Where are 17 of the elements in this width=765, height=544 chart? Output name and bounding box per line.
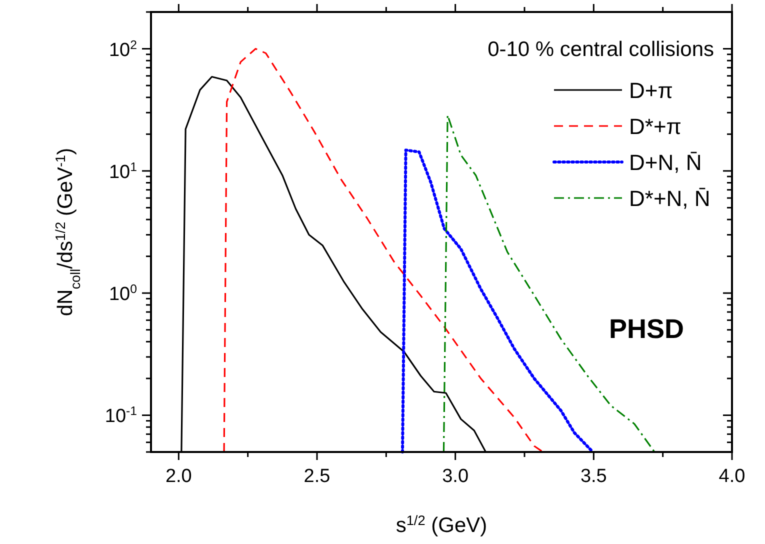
y-tick-label: 10$^{-1}$ bbox=[104, 404, 138, 428]
legend-label: D+N, N̄ bbox=[629, 150, 702, 175]
annotation: PHSD bbox=[608, 314, 684, 344]
x-tick-label: 3.5 bbox=[580, 466, 607, 487]
legend-label: D*+N, N̄ bbox=[629, 186, 710, 211]
y-tick-label: 10$^{2}$ bbox=[108, 38, 138, 61]
legend-title: 0-10 % central collisions bbox=[488, 38, 714, 61]
x-tick-label: 3.0 bbox=[442, 466, 469, 487]
y-tick-label: 10$^{1}$ bbox=[108, 160, 138, 183]
line-series bbox=[400, 148, 594, 454]
x-tick-label: 2.0 bbox=[165, 466, 192, 487]
legend-label: D*+π bbox=[629, 114, 682, 139]
legend-label: D+π bbox=[629, 78, 673, 103]
x-tick-label: 4.0 bbox=[718, 466, 746, 487]
y-tick-label: 10$^{0}$ bbox=[108, 282, 138, 306]
x-tick-label: 2.5 bbox=[304, 466, 330, 487]
x-axis-title: s$^{1/2}$ (GeV) bbox=[396, 512, 488, 537]
